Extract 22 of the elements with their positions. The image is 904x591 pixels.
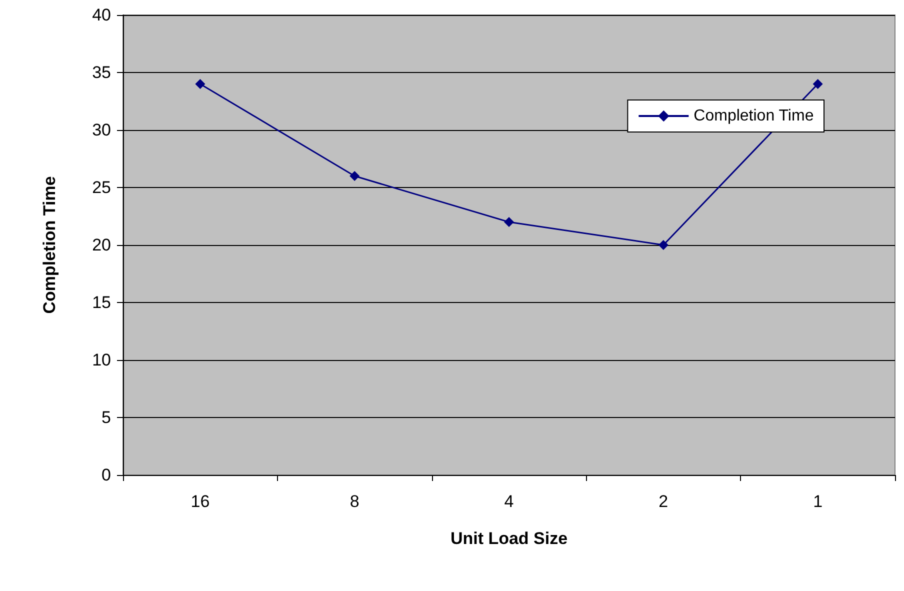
point	[504, 217, 514, 227]
x-tick-label: 16	[190, 492, 210, 511]
y-tick-label: 0	[102, 466, 111, 484]
point	[195, 79, 206, 89]
y-axis-title: Completion Time	[40, 176, 59, 314]
y-tick-label: 10	[92, 350, 111, 370]
x-axis-title: Unit Load Size	[450, 529, 568, 548]
y-tick-label: 5	[102, 408, 111, 427]
x-tick-label: 2	[658, 492, 668, 511]
point	[658, 240, 668, 250]
x-tick-label: 1	[813, 492, 823, 511]
y-tick-label: 25	[92, 178, 111, 197]
point	[350, 171, 360, 181]
x-tick-label: 4	[504, 492, 514, 511]
y-tick-label: 40	[92, 6, 111, 24]
y-tick-label: 20	[92, 236, 111, 254]
point	[812, 79, 823, 89]
y-tick-label: 30	[92, 120, 111, 140]
y-tick-label: 15	[92, 293, 111, 312]
legend-label: Completion Time	[694, 108, 814, 124]
y-tick-label: 35	[92, 63, 111, 82]
x-tick-label: 8	[350, 492, 360, 511]
